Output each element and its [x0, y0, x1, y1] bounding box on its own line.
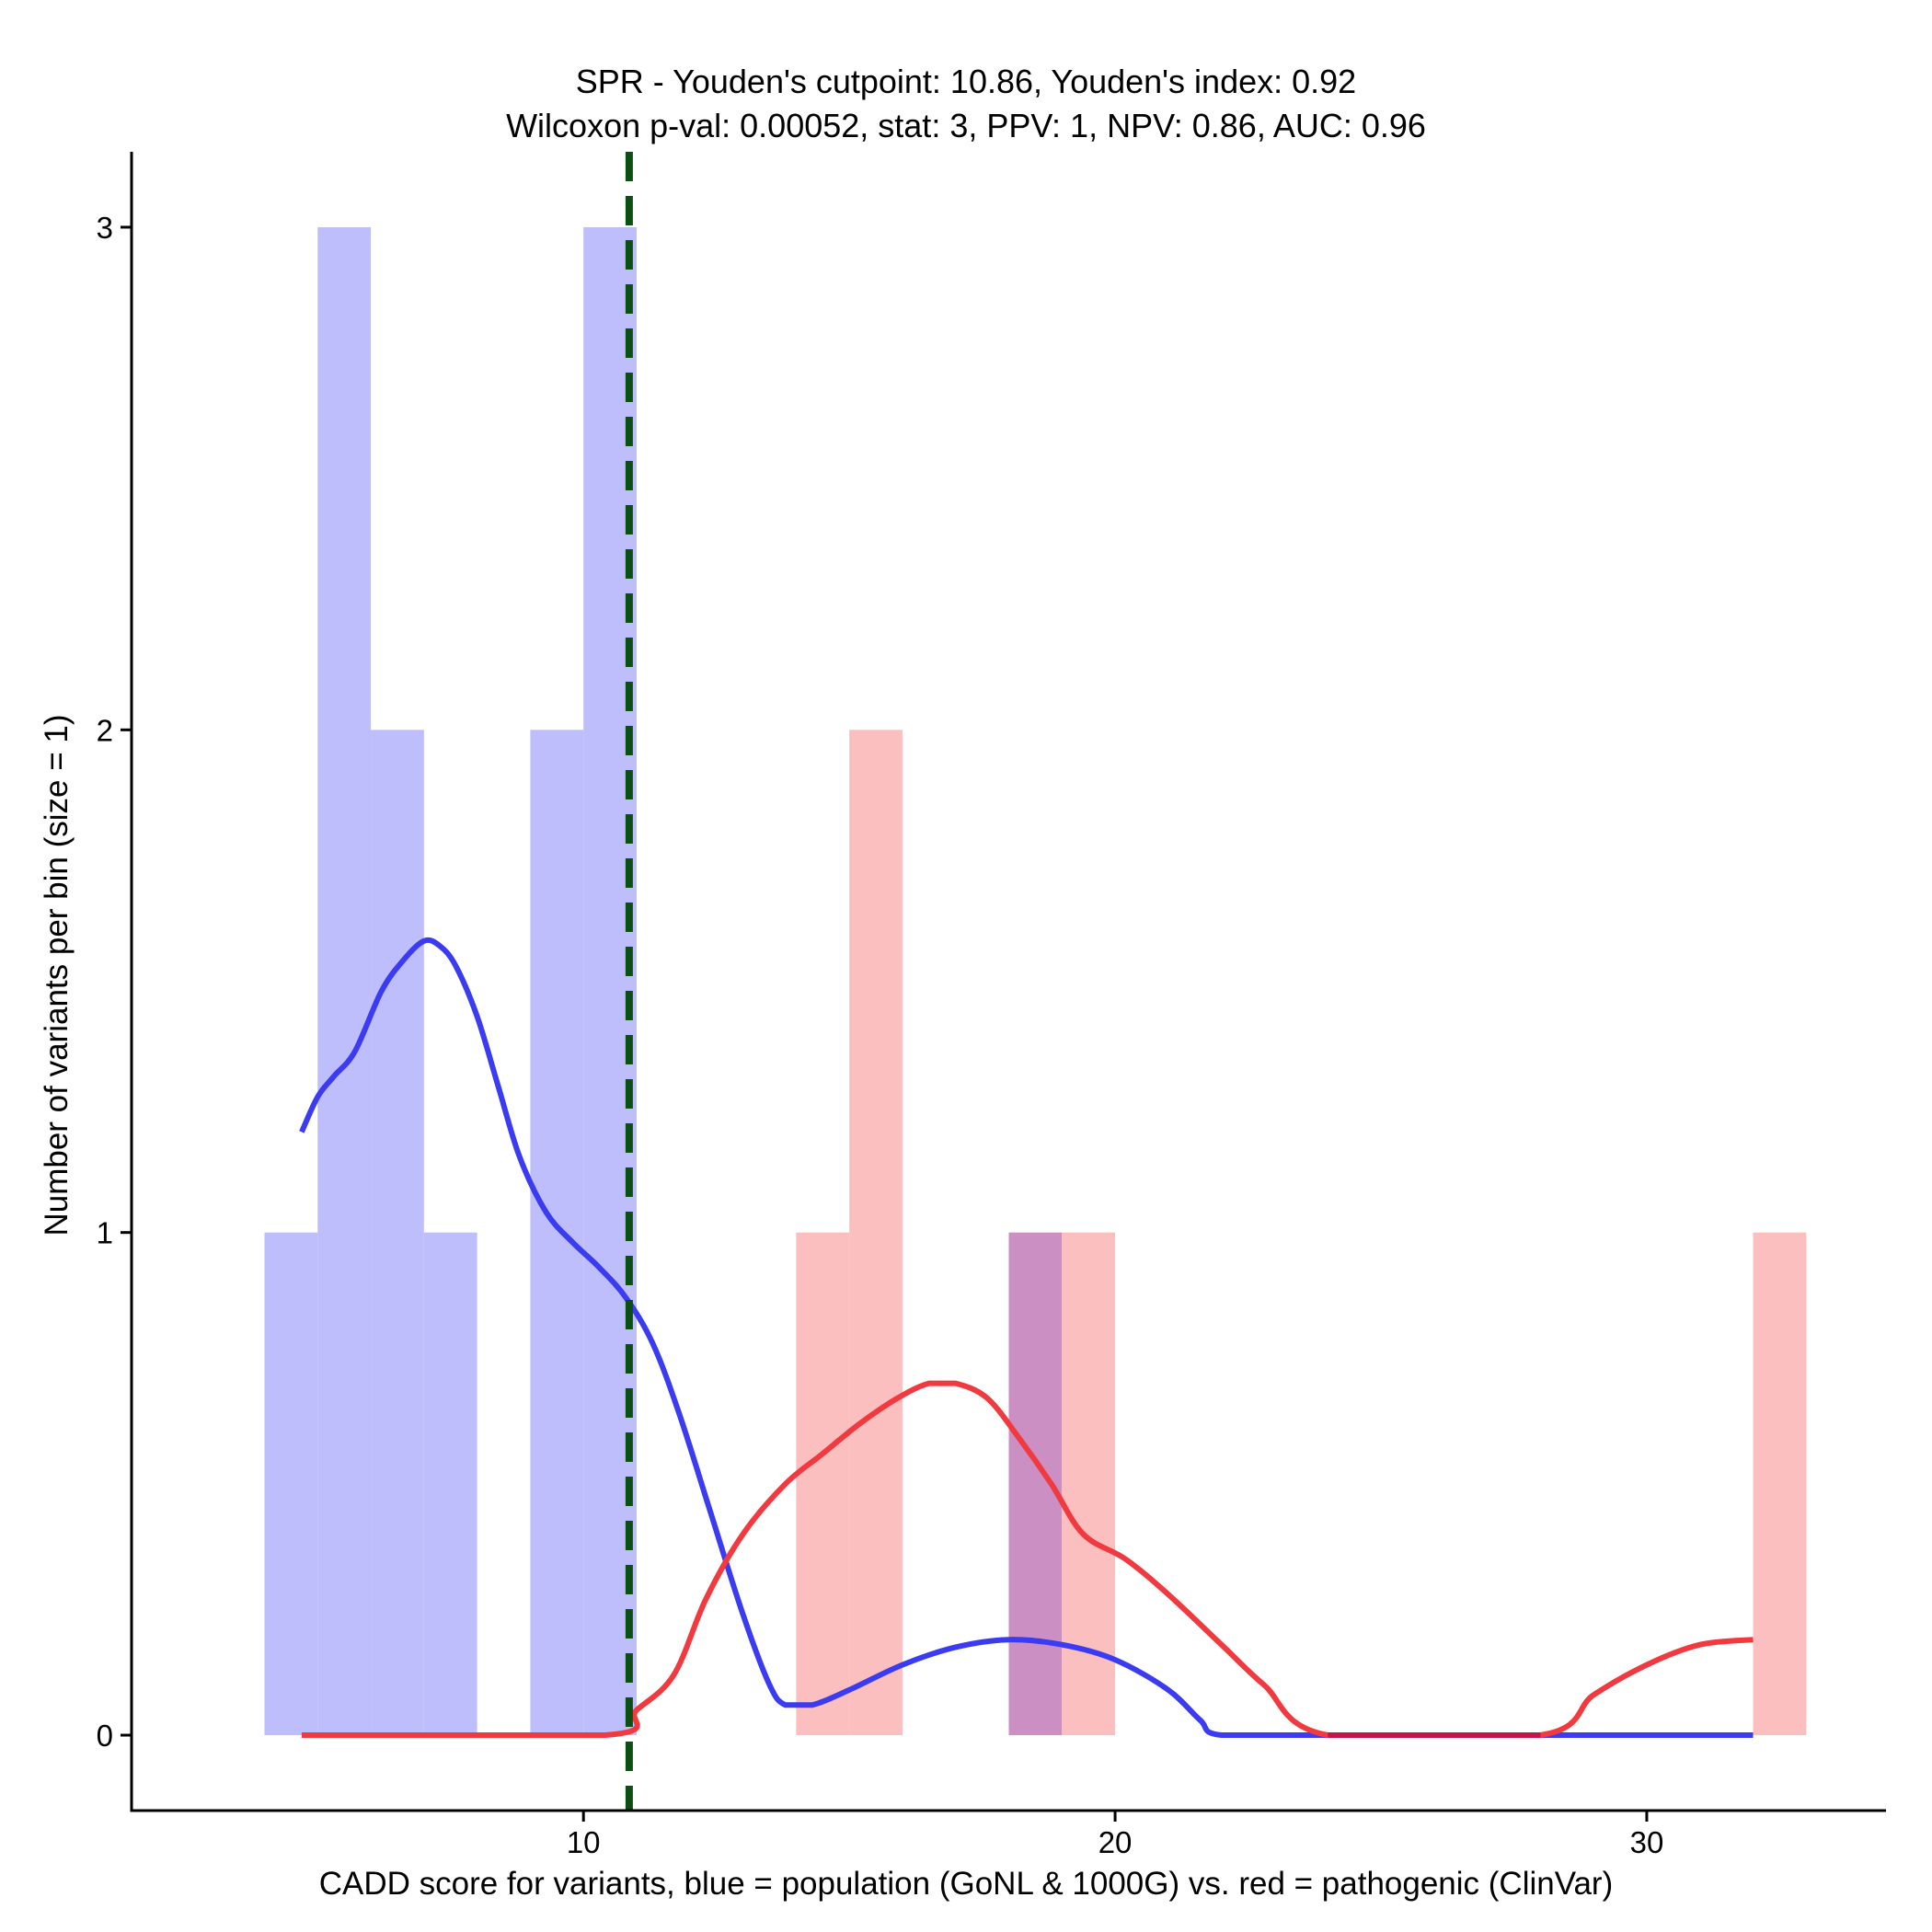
bar-population-7: [423, 1232, 477, 1736]
bar-population-9: [530, 730, 584, 1736]
x-tick-label-10: 10: [567, 1825, 601, 1859]
bar-population-4: [264, 1232, 318, 1736]
density-line-population: [299, 937, 1754, 1739]
y-tick-label-1: 1: [97, 1216, 113, 1250]
chart-subtitle: Wilcoxon p-val: 0.00052, stat: 3, PPV: 1…: [506, 107, 1426, 144]
histogram-bars: [264, 226, 1807, 1736]
bar-pathogenic-14: [796, 1232, 850, 1736]
axes: 0 1 2 3 10 20 30: [97, 152, 1886, 1859]
x-axis-label: CADD score for variants, blue = populati…: [318, 1866, 1614, 1902]
y-axis-label: Number of variants per bin (size = 1): [39, 714, 75, 1236]
y-tick-label-0: 0: [97, 1719, 113, 1753]
bar-pathogenic-15: [849, 730, 903, 1736]
x-tick-label-20: 20: [1098, 1825, 1133, 1859]
density-curves: [299, 937, 1754, 1739]
chart-title-line-1: SPR - Youden's cutpoint: 10.86, Youden's…: [575, 63, 1357, 100]
y-tick-label-3: 3: [97, 211, 113, 245]
bar-population-5: [317, 226, 372, 1736]
x-tick-label-30: 30: [1630, 1825, 1664, 1859]
bar-population-6: [371, 730, 424, 1736]
bar-pathogenic-19: [1062, 1232, 1116, 1736]
bar-pathogenic-32: [1753, 1232, 1807, 1736]
y-tick-label-2: 2: [97, 713, 113, 747]
bar-population-10: [583, 226, 637, 1736]
